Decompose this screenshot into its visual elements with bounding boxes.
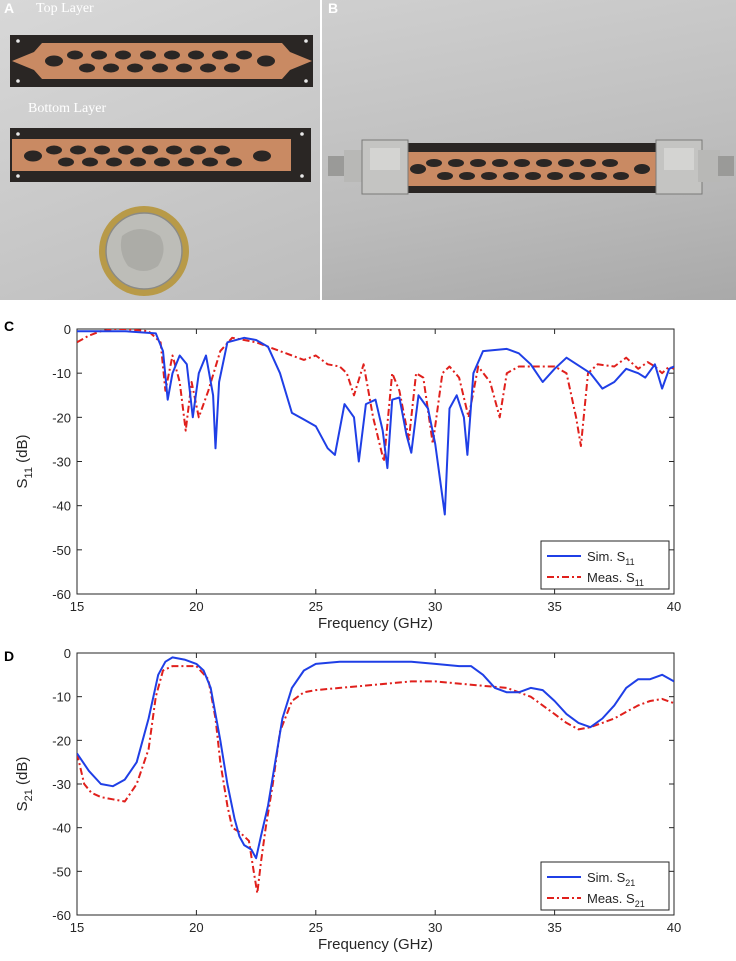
- x-tick-label: 30: [428, 920, 442, 935]
- x-tick-label: 40: [667, 920, 681, 935]
- photo-panel-b: B: [322, 0, 736, 300]
- x-tick-label: 15: [70, 920, 84, 935]
- filter-layers-photo: [10, 35, 313, 296]
- x-axis-label: Frequency (GHz): [318, 615, 433, 632]
- x-tick-label: 20: [189, 599, 203, 614]
- assembled-slots: [410, 159, 650, 180]
- series-line-sim: [77, 656, 674, 860]
- x-tick-label: 25: [309, 920, 323, 935]
- y-axis-label: S11 (dB): [14, 435, 35, 489]
- y-tick-label: -30: [52, 455, 71, 470]
- coin-scale-reference: [99, 206, 189, 296]
- y-tick-label: -40: [52, 821, 71, 836]
- y-tick-label: -60: [52, 587, 71, 602]
- y-tick-label: 0: [64, 322, 71, 337]
- left-sma-connector: [328, 139, 409, 195]
- s21-chart: D 15 20 25 30 35 40 0 -10 -20 -30 -40 -50 -60 Frequen…: [4, 646, 681, 953]
- legend-box: [540, 861, 670, 911]
- y-tick-label: -10: [52, 690, 71, 705]
- x-tick-label: 15: [70, 599, 84, 614]
- y-tick-label: -20: [52, 410, 71, 425]
- x-tick-label: 35: [547, 920, 561, 935]
- y-tick-label: -20: [52, 733, 71, 748]
- right-sma-connector: [655, 139, 734, 195]
- legend-box: [540, 540, 670, 590]
- legend-label: Sim. S11: [587, 549, 635, 567]
- x-tick-label: 25: [309, 599, 323, 614]
- y-tick-label: -30: [52, 777, 71, 792]
- panel-letter-d: D: [4, 648, 14, 664]
- assembled-copper: [406, 152, 674, 186]
- x-tick-label: 40: [667, 599, 681, 614]
- photo-panel-a: A Top Layer: [0, 0, 320, 300]
- legend-label: Meas. S21: [587, 891, 645, 909]
- bottom-layer-copper: [12, 139, 291, 171]
- assembled-filter-photo: [328, 139, 734, 195]
- legend-label: Meas. S11: [587, 570, 644, 588]
- x-axis-label: Frequency (GHz): [318, 936, 433, 953]
- bottom-layer-label: Bottom Layer: [28, 101, 107, 116]
- bottom-layer-slots: [24, 145, 271, 167]
- x-tick-label: 35: [547, 599, 561, 614]
- series-line-meas: [77, 329, 674, 463]
- y-axis-label: S21 (dB): [14, 757, 35, 812]
- s11-chart: C 15 20 25 30 35 40 0 -10 -20 -30 -40 -50 -60 Frequen…: [4, 318, 681, 632]
- legend: Sim. S11 Meas. S11: [540, 540, 670, 590]
- panel-letter-b: B: [328, 0, 339, 16]
- y-tick-label: -50: [52, 543, 71, 558]
- series-line-sim: [77, 330, 674, 516]
- y-tick-label: -40: [52, 499, 71, 514]
- legend-label: Sim. S21: [587, 870, 635, 888]
- panel-letter-c: C: [4, 318, 14, 334]
- top-layer-screw-holes: [16, 39, 308, 83]
- legend: Sim. S21 Meas. S21: [540, 861, 670, 911]
- y-tick-label: 0: [64, 646, 71, 661]
- y-tick-label: -60: [52, 908, 71, 923]
- bottom-layer-screw-holes: [16, 132, 304, 178]
- x-tick-label: 20: [189, 920, 203, 935]
- series-line-meas: [77, 665, 674, 895]
- panel-letter-a: A: [4, 0, 15, 16]
- y-tick-label: -50: [52, 864, 71, 879]
- top-layer-label: Top Layer: [36, 1, 94, 16]
- y-tick-label: -10: [52, 366, 71, 381]
- top-layer-slots: [45, 50, 275, 73]
- x-tick-label: 30: [428, 599, 442, 614]
